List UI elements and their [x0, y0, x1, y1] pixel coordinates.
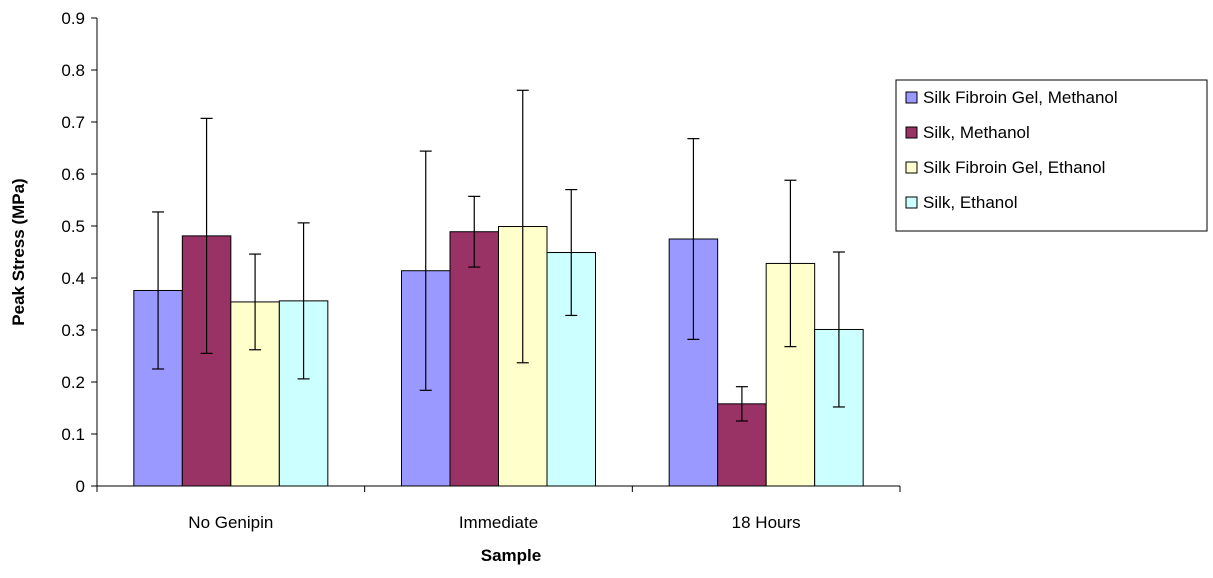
legend-swatch [905, 126, 918, 139]
error-bars [152, 89, 845, 422]
legend-swatch [905, 161, 918, 174]
axes: 0 0.1 0.2 0.3 0.4 0.5 0.6 0.7 0.8 0.9 No Genipin Im… [61, 9, 901, 532]
x-tick-label: 18 Hours [732, 513, 801, 532]
x-tick-label: Immediate [459, 513, 538, 532]
y-tick-label: 0.8 [61, 61, 85, 80]
legend-label: Silk, Ethanol [923, 193, 1018, 212]
y-tick-label: 0.6 [61, 165, 85, 184]
legend-swatch [905, 91, 918, 104]
legend-frame [895, 79, 1208, 232]
y-tick-label: 0.3 [61, 321, 85, 340]
x-tick-label: No Genipin [188, 513, 273, 532]
y-tick-label: 0.2 [61, 373, 85, 392]
bar [449, 231, 499, 487]
legend-label: Silk Fibroin Gel, Ethanol [923, 158, 1105, 177]
y-axis-title: Peak Stress (MPa) [9, 178, 28, 325]
y-tick-label: 0.5 [61, 217, 85, 236]
bars [133, 226, 864, 487]
x-axis-title: Sample [481, 546, 541, 565]
legend-swatch [905, 196, 918, 209]
legend: Silk Fibroin Gel, Methanol Silk, Methanol… [895, 79, 1208, 232]
y-tick-label: 0.1 [61, 425, 85, 444]
y-tick-label: 0.4 [61, 269, 85, 288]
y-tick-label: 0 [76, 477, 85, 496]
y-tick-label: 0.7 [61, 113, 85, 132]
legend-label: Silk Fibroin Gel, Methanol [923, 88, 1118, 107]
y-tick-label: 0.9 [61, 9, 85, 28]
legend-label: Silk, Methanol [923, 123, 1030, 142]
